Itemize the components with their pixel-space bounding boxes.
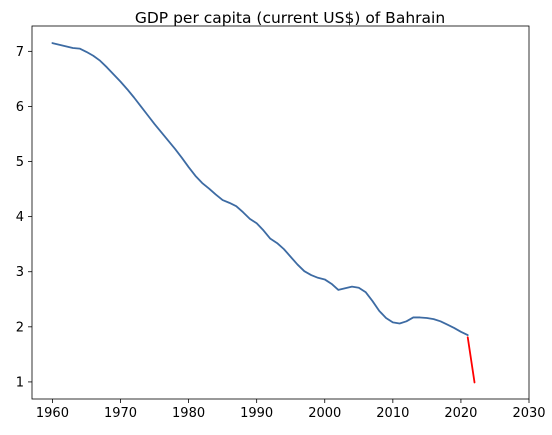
x-tick-label: 2030: [512, 406, 545, 421]
x-tick-label: 2010: [376, 406, 409, 421]
x-tick-label: 2020: [444, 406, 477, 421]
series-line-projection: [466, 336, 476, 384]
plot-area: [31, 25, 530, 400]
x-tick-label: 2000: [308, 406, 341, 421]
x-tick-label: 1960: [36, 406, 69, 421]
y-tick-label: 3: [16, 265, 24, 280]
x-tick-label: 1980: [172, 406, 205, 421]
y-tick-label: 6: [16, 100, 24, 115]
x-tick-label: 1990: [240, 406, 273, 421]
series-layer: [51, 42, 476, 384]
axes-frame: [31, 25, 530, 400]
x-tick-label: 1970: [104, 406, 137, 421]
y-tick-label: 5: [16, 155, 24, 170]
chart-title: GDP per capita (current US$) of Bahrain: [135, 9, 445, 27]
y-tick-label: 4: [16, 210, 24, 225]
y-tick-label: 7: [16, 45, 24, 60]
y-tick-label: 2: [16, 320, 24, 335]
x-axis: 1960 1970 1980 1990 2000 2010 2020 2030: [36, 399, 546, 421]
y-axis: 1 2 3 4 5 6 7: [16, 45, 32, 390]
series-line-historical: [51, 42, 469, 336]
y-tick-label: 1: [16, 375, 24, 390]
